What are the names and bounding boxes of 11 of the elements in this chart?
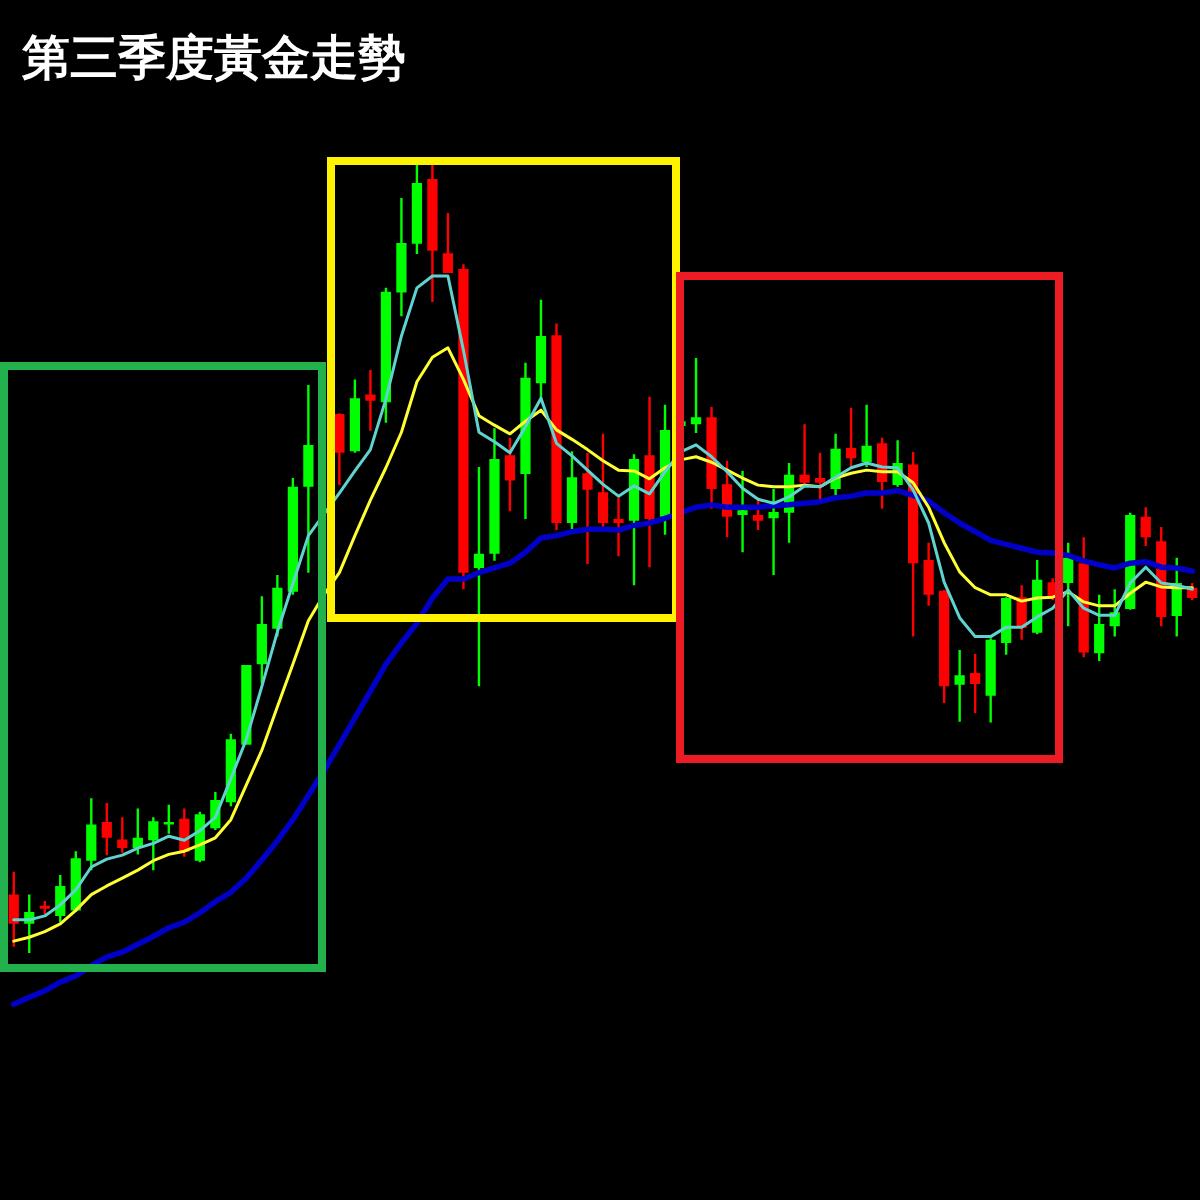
chart-title: 第三季度黃金走勢 xyxy=(21,31,406,84)
candlestick xyxy=(613,497,624,557)
candlestick xyxy=(582,452,593,565)
candlestick xyxy=(799,424,810,486)
candlestick xyxy=(954,650,965,722)
candlestick xyxy=(427,164,438,303)
candlestick xyxy=(768,489,779,576)
candlestick xyxy=(396,197,407,317)
candlestick xyxy=(861,404,872,467)
candlestick xyxy=(365,369,376,431)
candlestick xyxy=(303,384,314,573)
